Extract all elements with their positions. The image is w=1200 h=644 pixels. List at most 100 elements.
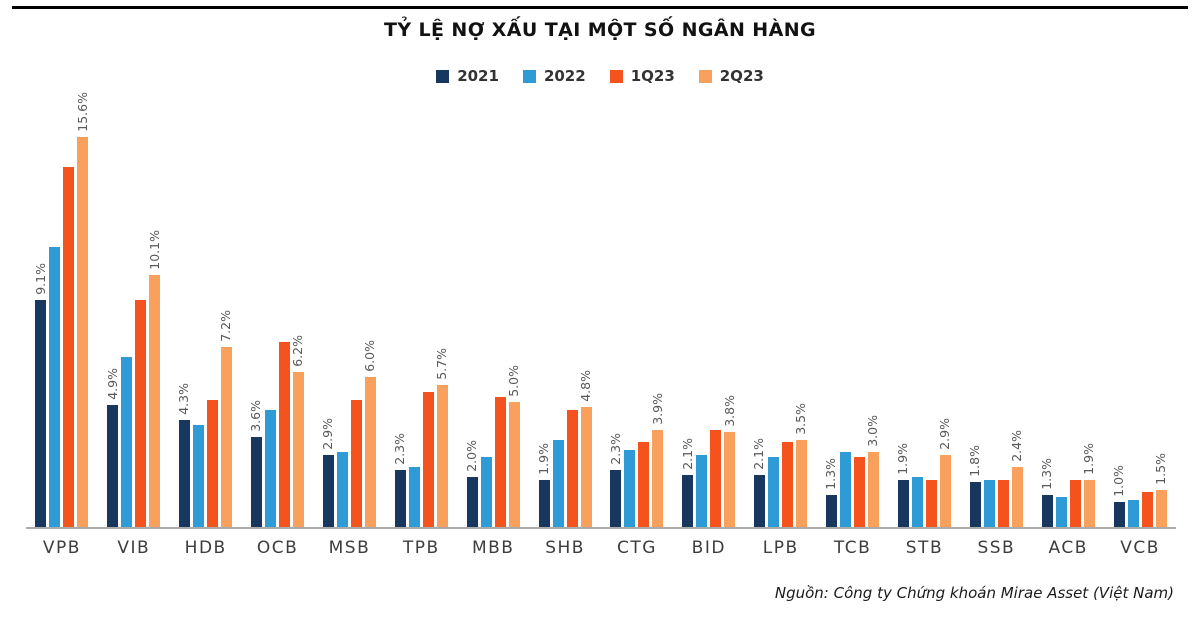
bar-column: 3.8%	[721, 395, 737, 527]
bar-column	[279, 342, 291, 527]
bar-column	[840, 452, 852, 527]
legend-item-2021: 2021	[436, 67, 499, 85]
bar-2021-vpb	[35, 299, 47, 527]
bar-2q23-lpb	[796, 439, 808, 527]
bar-column	[854, 457, 866, 527]
value-label-2q23-vib: 10.1%	[146, 229, 162, 270]
value-label-2q23-tcb: 3.0%	[865, 415, 881, 447]
value-label-2021-vpb: 9.1%	[32, 262, 48, 295]
category-label-mbb: MBB	[471, 538, 515, 558]
bar-group-acb: 1.3% 1.9% ACB	[1032, 129, 1105, 558]
legend-swatch-2q23	[698, 69, 712, 83]
bar-2021-shb	[538, 479, 550, 527]
bar-2022-vpb	[49, 247, 61, 527]
value-label-2021-hdb: 4.3%	[176, 382, 192, 415]
value-label-2021-stb: 1.9%	[895, 442, 911, 475]
bar-2q23-shb	[580, 407, 592, 527]
value-label-2q23-stb: 2.9%	[937, 417, 953, 450]
bar-column	[207, 399, 219, 527]
bar-column: 2.4%	[1009, 430, 1024, 527]
bar-group-ctg: 2.3% 3.9% CTG	[601, 129, 673, 558]
bar-group-shb: 1.9% 4.8% SHB	[529, 129, 601, 558]
value-label-2021-tpb: 2.3%	[392, 432, 408, 465]
bar-column	[768, 457, 780, 527]
value-label-2021-vib: 4.9%	[104, 367, 120, 400]
bar-stack-mbb: 2.0% 5.0%	[457, 129, 530, 529]
bar-column	[638, 442, 650, 527]
value-label-2q23-mbb: 5.0%	[505, 365, 521, 397]
bar-column: 1.9%	[895, 442, 911, 527]
legend-swatch-1q23	[609, 69, 623, 83]
bar-1q23-ocb	[279, 342, 291, 527]
bar-column: 7.2%	[218, 310, 234, 527]
bar-column	[1127, 499, 1139, 527]
bar-stack-ssb: 1.8% 2.4%	[960, 129, 1033, 529]
bar-column	[566, 409, 578, 527]
bar-stack-stb: 1.9% 2.9%	[888, 129, 961, 529]
bar-2021-ocb	[251, 437, 263, 527]
bar-column: 10.1%	[146, 229, 162, 527]
bar-1q23-msb	[350, 399, 362, 527]
bar-2q23-acb	[1083, 479, 1095, 527]
bar-column: 2.9%	[937, 417, 953, 527]
value-label-2q23-ocb: 6.2%	[290, 335, 306, 367]
bar-2022-acb	[1055, 497, 1067, 527]
bar-2021-hdb	[179, 419, 191, 527]
legend-label-1q23: 1Q23	[630, 67, 675, 85]
bar-column	[624, 449, 636, 527]
bar-column: 1.9%	[536, 443, 551, 527]
bar-column: 1.3%	[823, 458, 838, 527]
source-note: Nguồn: Công ty Chứng khoán Mirae Asset (…	[774, 584, 1174, 602]
bar-column	[782, 442, 794, 527]
bar-column	[336, 452, 348, 527]
bar-column: 1.5%	[1153, 453, 1168, 527]
bar-group-hdb: 4.3% 7.2% HDB	[169, 129, 242, 558]
category-label-ssb: SSB	[977, 538, 1016, 558]
bar-2021-msb	[322, 454, 334, 527]
bar-2022-vib	[121, 357, 133, 527]
bar-column	[193, 424, 205, 527]
bar-2q23-ctg	[652, 429, 664, 527]
bar-column: 2.3%	[607, 432, 623, 527]
category-label-tpb: TPB	[402, 538, 440, 558]
bar-column: 3.9%	[650, 393, 665, 527]
bar-group-tpb: 2.3% 5.7% TPB	[385, 129, 458, 558]
value-label-2021-vcb: 1.0%	[1110, 465, 1126, 497]
bar-stack-vpb: 9.1% 15.6%	[26, 92, 98, 529]
category-label-tcb: TCB	[833, 538, 872, 558]
bar-group-ssb: 1.8% 2.4% SSB	[960, 129, 1033, 558]
bar-column: 2.3%	[392, 432, 408, 527]
category-label-ctg: CTG	[616, 538, 657, 558]
value-label-2021-ctg: 2.3%	[607, 432, 623, 465]
bar-column	[480, 457, 492, 527]
bar-2021-ssb	[969, 482, 981, 527]
bar-2021-mbb	[466, 477, 478, 527]
bar-column: 1.0%	[1110, 465, 1126, 527]
bar-column	[121, 357, 133, 527]
bar-2q23-stb	[939, 454, 951, 527]
bar-2021-lpb	[754, 474, 766, 527]
bar-column: 2.1%	[680, 438, 695, 527]
bar-column: 2.1%	[751, 438, 766, 527]
bar-group-tcb: 1.3% 3.0% TCB	[816, 129, 889, 558]
bar-group-vpb: 9.1% 15.6% VPB	[26, 92, 98, 558]
bar-stack-msb: 2.9% 6.0%	[313, 129, 386, 529]
value-label-2q23-bid: 3.8%	[721, 395, 737, 427]
bar-stack-lpb: 2.1% 3.5%	[744, 129, 817, 529]
bar-column	[925, 479, 937, 527]
bar-2022-hdb	[193, 424, 205, 527]
bar-column	[696, 454, 708, 527]
bar-group-stb: 1.9% 2.9% STB	[888, 129, 961, 558]
bar-2q23-hdb	[221, 347, 233, 527]
bar-column: 3.0%	[865, 415, 881, 527]
bar-2022-msb	[336, 452, 348, 527]
bar-group-vcb: 1.0% 1.5% VCB	[1104, 129, 1176, 558]
bar-2021-stb	[897, 479, 909, 527]
value-label-2q23-vpb: 15.6%	[74, 92, 90, 132]
bar-2021-ctg	[610, 469, 622, 527]
value-label-2q23-hdb: 7.2%	[218, 310, 234, 342]
bar-2021-bid	[682, 474, 694, 527]
bar-1q23-acb	[1069, 479, 1081, 527]
bar-column: 4.9%	[104, 367, 120, 527]
bar-column: 2.0%	[464, 440, 479, 527]
